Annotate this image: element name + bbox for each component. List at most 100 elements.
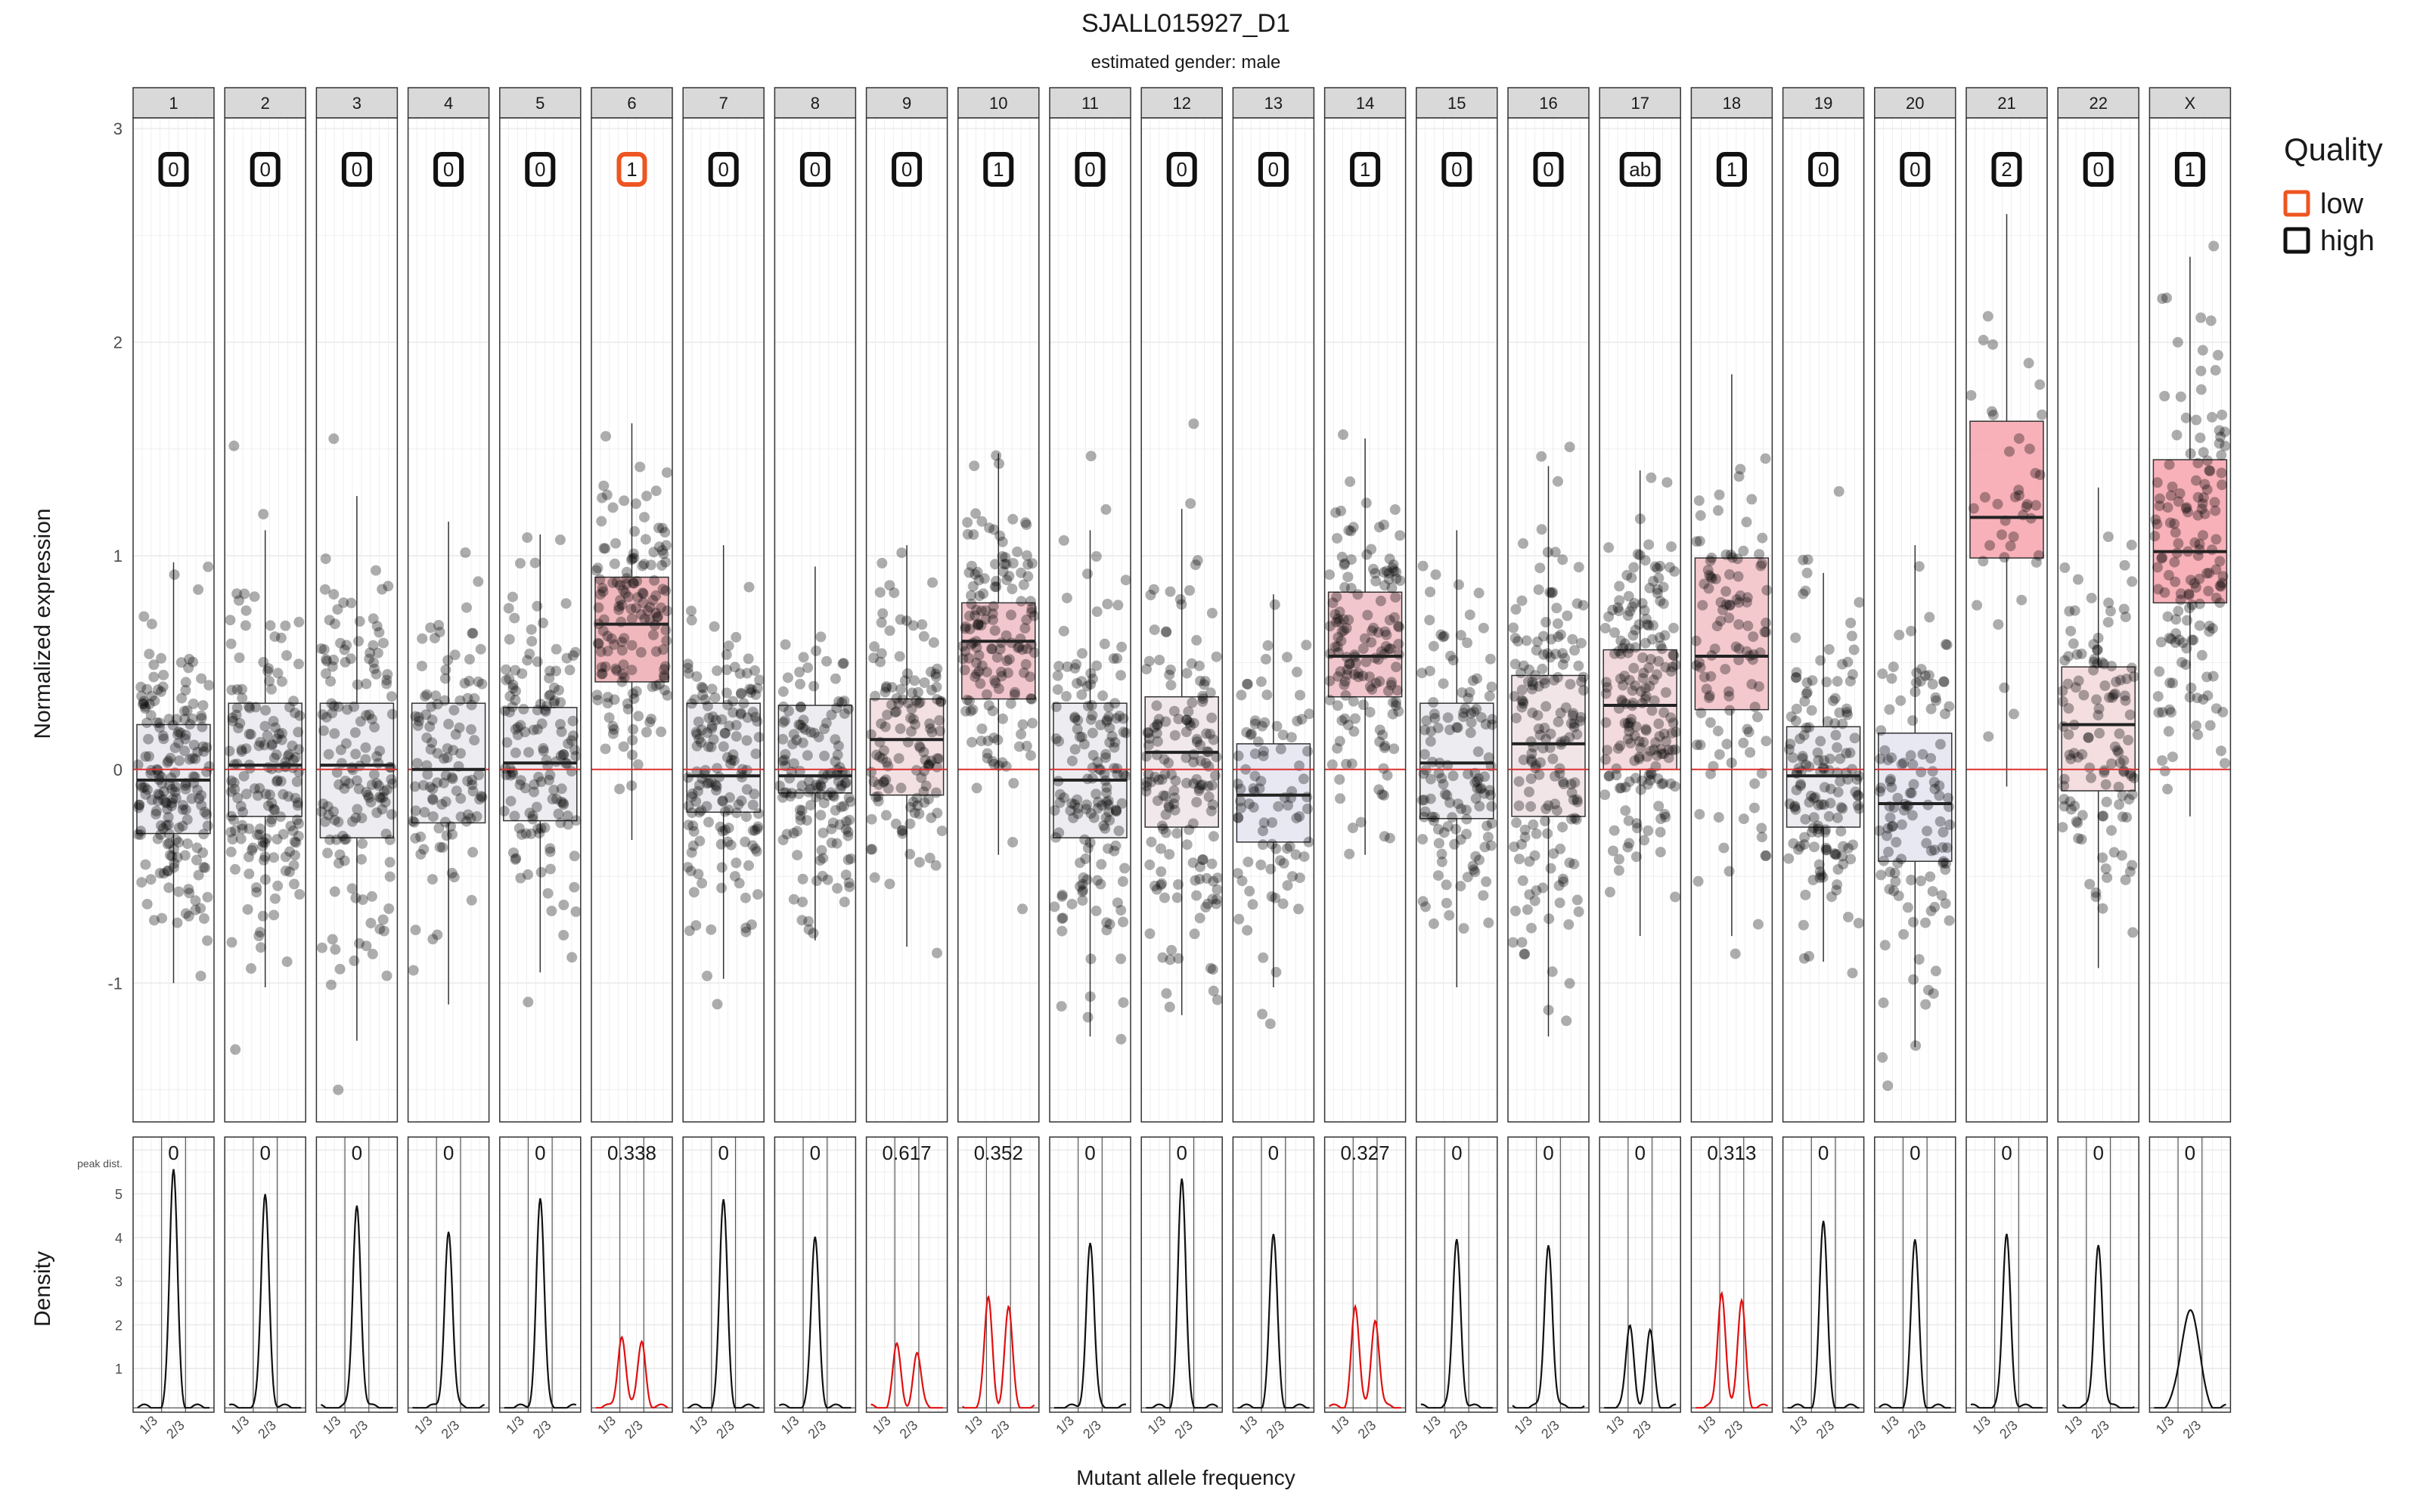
cnv-badge-label: 0 [2093, 158, 2103, 181]
expression-points [1140, 418, 1224, 1012]
expression-point [293, 616, 305, 627]
expression-point [1092, 803, 1103, 814]
expression-point [562, 810, 573, 822]
expression-point [702, 727, 713, 738]
expression-point [1738, 737, 1749, 748]
expression-point [1380, 641, 1392, 652]
expression-point [2124, 768, 2136, 779]
expression-point [747, 840, 759, 851]
expression-point [2209, 497, 2220, 508]
expression-point [1842, 656, 1854, 668]
expression-point [2198, 694, 2209, 705]
expression-point [1643, 825, 1654, 836]
density-curve [1970, 1233, 2043, 1409]
expression-point [184, 754, 195, 765]
expression-point [717, 826, 728, 837]
expression-point [324, 834, 336, 845]
expression-point [797, 873, 808, 885]
top-y-tick-label: 3 [113, 119, 123, 138]
expression-point [2114, 728, 2125, 739]
expression-point [1547, 587, 1559, 598]
expression-point [830, 673, 841, 684]
expression-point [1157, 952, 1168, 963]
expression-point [254, 829, 265, 840]
expression-point [2126, 539, 2137, 550]
expression-point [1705, 572, 1717, 583]
expression-point [839, 778, 851, 789]
expression-point [1844, 747, 1856, 758]
expression-panel-border [1690, 117, 1773, 1123]
expression-point [1640, 723, 1652, 735]
expression-point [1469, 866, 1481, 878]
expression-point [269, 804, 281, 816]
expression-point [158, 669, 169, 680]
expression-point [1378, 790, 1389, 801]
expression-point [1053, 827, 1065, 838]
expression-point [384, 871, 396, 882]
expression-point [548, 784, 560, 795]
expression-point [1058, 534, 1069, 546]
facet-strip [682, 87, 765, 119]
expression-point [1668, 717, 1679, 729]
expression-point [225, 846, 237, 857]
expression-point [2101, 796, 2112, 807]
expression-point [558, 930, 569, 940]
expression-point [2037, 409, 2048, 420]
expression-point [469, 692, 480, 704]
expression-point [1519, 948, 1531, 959]
expression-point [821, 717, 832, 729]
expression-point [568, 730, 579, 742]
expression-point [2215, 431, 2226, 442]
expression-point [1442, 712, 1454, 723]
expression-point [686, 698, 697, 709]
density-panel-bg [957, 1137, 1039, 1412]
expression-point [1077, 895, 1088, 906]
expression-point [2021, 499, 2033, 510]
expression-point [2211, 703, 2222, 714]
density-curve [778, 1236, 852, 1409]
expression-point [1021, 740, 1032, 751]
expression-point [644, 717, 656, 728]
density-panel-border [1232, 1136, 1315, 1413]
expression-point [1344, 658, 1355, 669]
expression-point [838, 658, 849, 669]
expression-point [1968, 503, 1979, 514]
expression-point [1083, 701, 1094, 711]
expression-point [1381, 565, 1392, 577]
expression-point [193, 869, 204, 881]
expression-point [504, 763, 516, 774]
expression-point [173, 823, 185, 833]
expression-point [1801, 722, 1812, 733]
density-panel-border [1507, 1136, 1590, 1413]
expression-point [1575, 637, 1587, 649]
expression-point [1151, 884, 1162, 895]
expression-point [290, 837, 302, 848]
expression-point [592, 562, 603, 574]
expression-point [501, 664, 511, 675]
expression-point [226, 937, 237, 948]
expression-point [822, 874, 833, 885]
expression-point [1115, 905, 1127, 916]
density-panel-bg [1874, 1137, 1956, 1412]
expression-point [989, 581, 1001, 593]
expression-point [570, 815, 582, 826]
expression-point [2195, 384, 2207, 395]
density-panel-bg [1508, 1137, 1589, 1412]
expression-point [464, 675, 475, 686]
expression-point [1150, 880, 1160, 891]
expression-point [2216, 467, 2227, 479]
expression-point [1197, 690, 1208, 702]
expression-point [969, 460, 980, 472]
expression-point [1889, 867, 1900, 878]
expression-point [901, 615, 912, 627]
expression-point [1334, 736, 1345, 747]
expression-point [1078, 739, 1090, 750]
expression-point [411, 758, 423, 769]
expression-point [1012, 546, 1023, 557]
expression-point [722, 836, 734, 847]
expression-point [1531, 645, 1542, 656]
expression-point [895, 723, 906, 734]
expression-point [1801, 688, 1812, 699]
expression-point [1016, 729, 1027, 740]
